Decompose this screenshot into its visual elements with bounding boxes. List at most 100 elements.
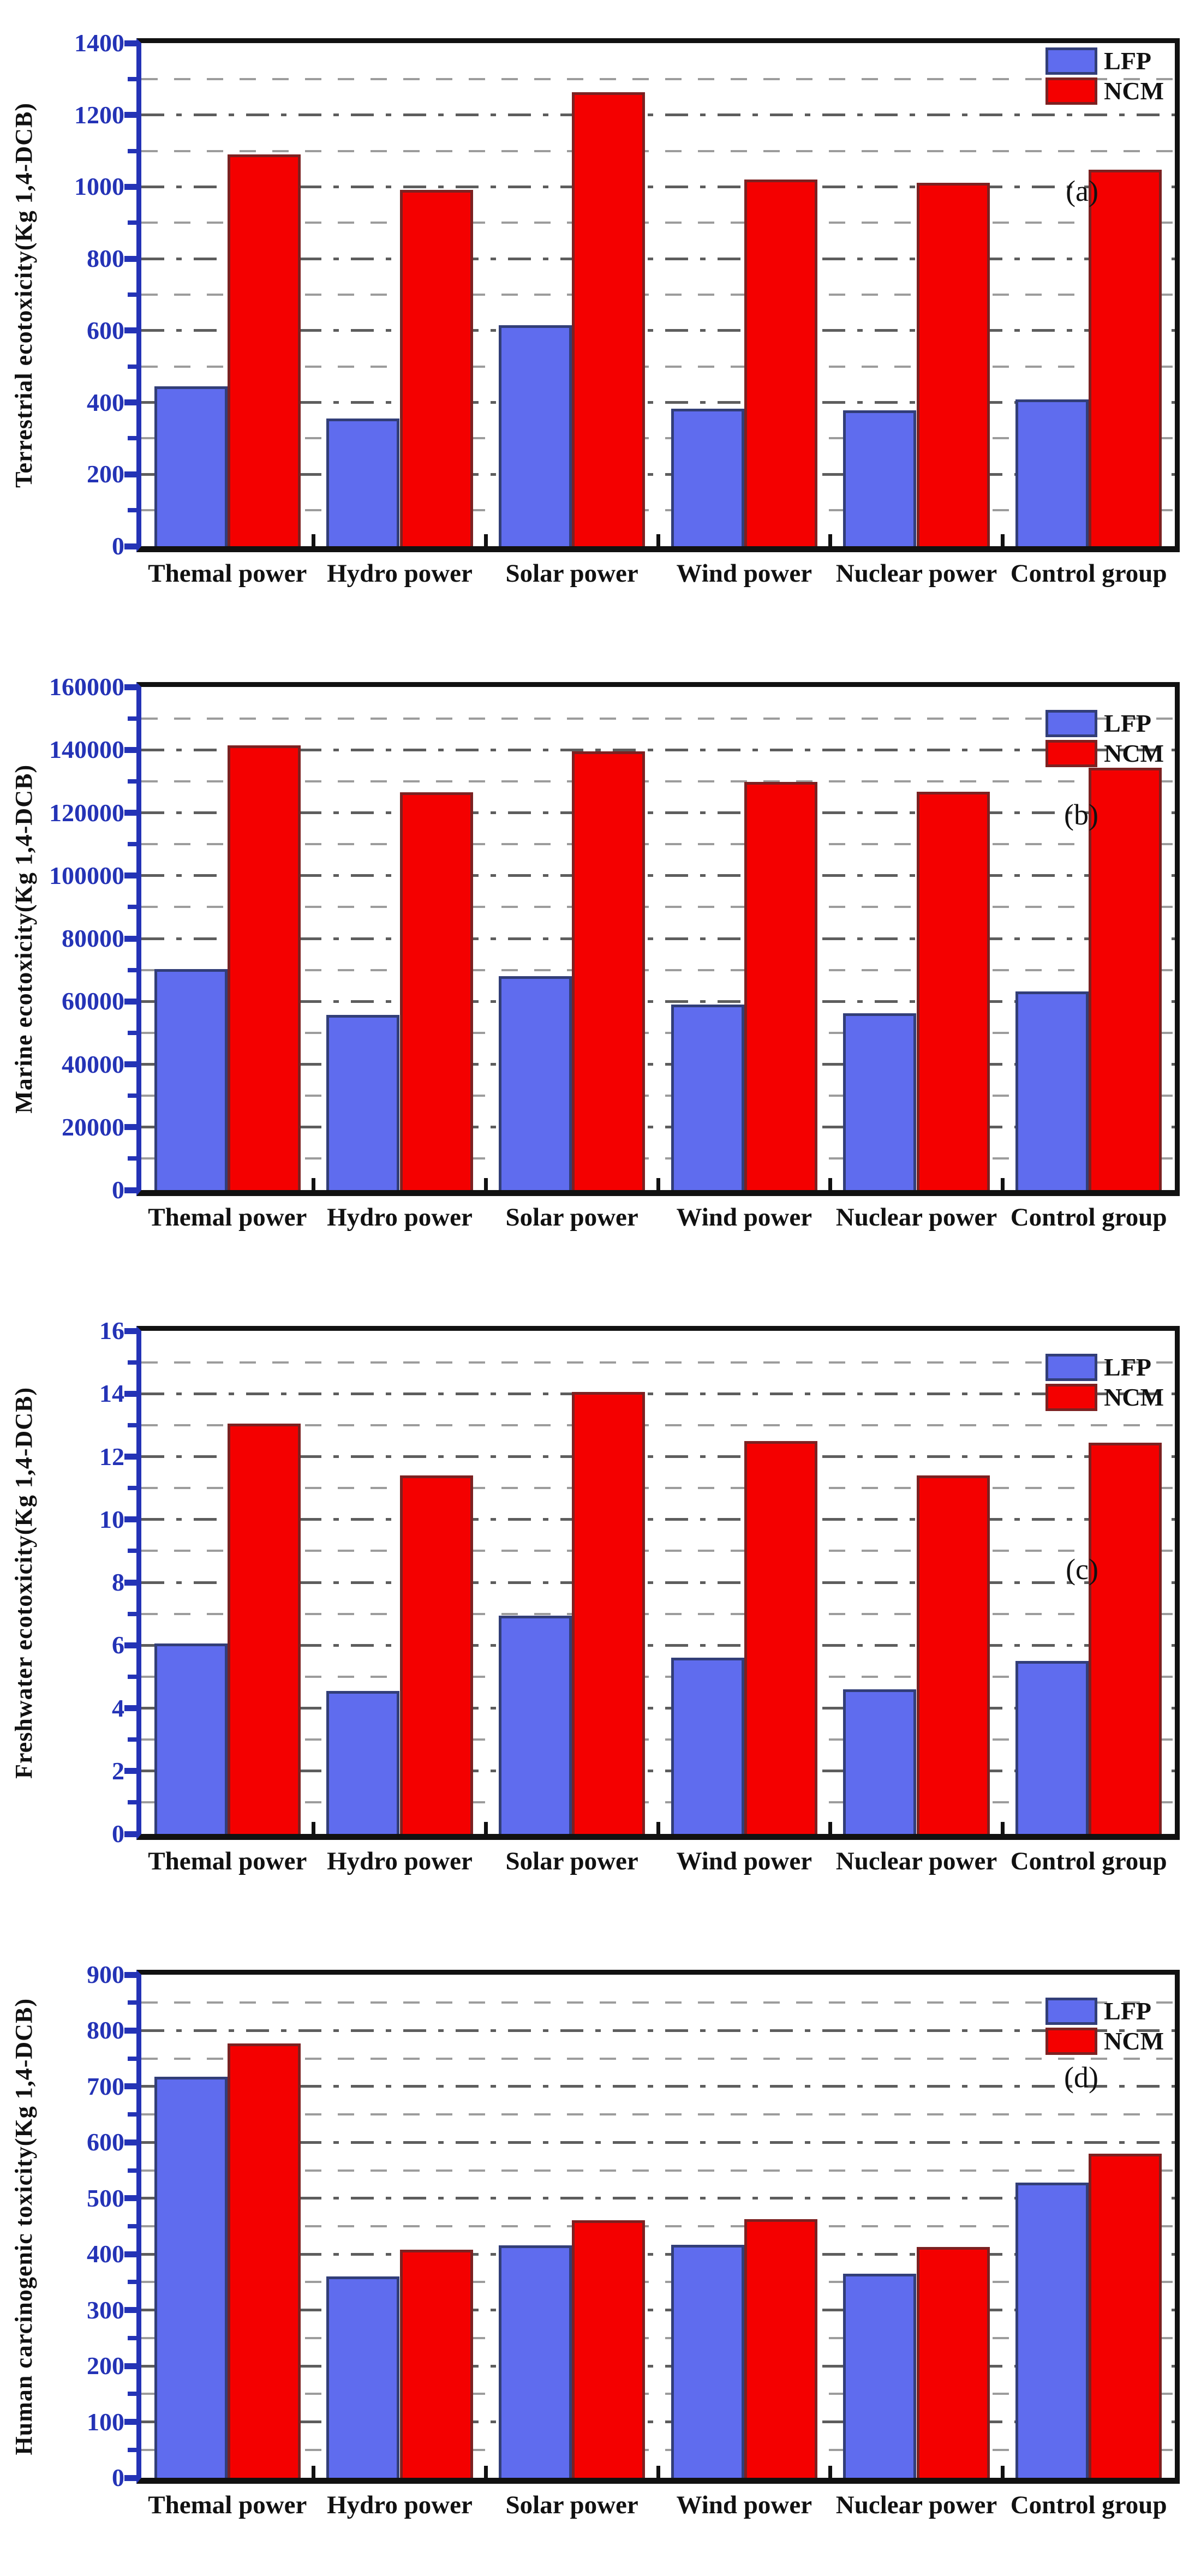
gridline-minor (141, 1550, 1175, 1552)
x-tick (828, 1178, 833, 1190)
y-tick (128, 292, 136, 297)
gridline-major (141, 2029, 1175, 2032)
y-tick (128, 2168, 136, 2173)
y-tick (128, 779, 136, 784)
y-tick (128, 1093, 136, 1098)
bar-ncm-nuclear-power (916, 2246, 990, 2478)
y-tick (124, 2251, 136, 2257)
gridline-major (141, 473, 1175, 476)
y-tick-label: 500 (87, 2184, 124, 2212)
bar-lfp-control-group (1015, 399, 1089, 546)
gridline-minor (141, 906, 1175, 909)
bar-lfp-wind-power (671, 408, 744, 546)
y-tick (128, 76, 136, 81)
y-tick-label: 1200 (74, 100, 124, 129)
plot-area: LFP NCM (d) (124, 1970, 1180, 2484)
y-tick (128, 716, 136, 721)
x-tick (656, 534, 660, 546)
legend-swatch-ncm (1045, 77, 1098, 105)
x-category-label: Control group (1010, 1847, 1167, 1875)
gridline-minor (141, 150, 1175, 152)
chart-panel-b: Marine ecotoxicity(Kg 1,4-DCB) LFP NCM (b) 0… (0, 644, 1195, 1288)
gridline-minor (141, 2001, 1175, 2004)
y-tick (124, 2083, 136, 2090)
y-tick (124, 998, 136, 1005)
y-tick (128, 436, 136, 441)
y-tick (124, 872, 136, 879)
y-tick (124, 112, 136, 118)
legend: LFP NCM (1045, 47, 1164, 107)
gridline-minor (141, 222, 1175, 224)
gridline-minor (141, 2281, 1175, 2284)
gridline-major (141, 1063, 1175, 1066)
gridline-minor (141, 509, 1175, 512)
legend-item-lfp: LFP (1045, 710, 1164, 737)
gridline-minor (141, 1487, 1175, 1490)
x-tick (483, 2466, 488, 2478)
y-tick (128, 2056, 136, 2061)
x-tick (1000, 2466, 1005, 2478)
bar-ncm-solar-power (572, 92, 646, 546)
gridline-minor (141, 77, 1175, 80)
x-tick (1000, 1178, 1005, 1190)
gridline-major (141, 2085, 1175, 2088)
legend-item-lfp: LFP (1045, 1354, 1164, 1381)
bar-ncm-solar-power (572, 1392, 646, 1834)
gridline-minor (141, 2057, 1175, 2060)
y-tick (124, 183, 136, 190)
legend: LFP NCM (1045, 1998, 1164, 2058)
x-tick (312, 1822, 316, 1834)
gridline-major (141, 257, 1175, 260)
x-tick (483, 534, 488, 546)
gridline-major (141, 401, 1175, 404)
legend-item-ncm: NCM (1045, 77, 1164, 105)
x-category-label: Hydro power (327, 1847, 473, 1875)
y-tick (124, 1516, 136, 1523)
x-category-label: Themal power (148, 2491, 307, 2519)
y-tick (124, 1705, 136, 1711)
legend-label: NCM (1104, 2027, 1164, 2055)
x-tick (1000, 1822, 1005, 1834)
y-tick-label: 160000 (49, 673, 124, 701)
bar-lfp-hydro-power (326, 2276, 400, 2478)
legend-swatch-lfp (1045, 47, 1098, 75)
gridline-major (141, 748, 1175, 751)
legend-swatch-ncm (1045, 1384, 1098, 1411)
legend-swatch-ncm (1045, 2028, 1098, 2055)
y-tick-label: 40000 (62, 1050, 124, 1078)
x-category-label: Solar power (505, 1847, 638, 1875)
y-tick-label: 8 (112, 1568, 124, 1596)
y-tick (128, 2224, 136, 2228)
x-tick (656, 2466, 660, 2478)
bar-lfp-themal-power (154, 386, 228, 546)
y-tick-label: 200 (87, 2352, 124, 2380)
y-tick (128, 2280, 136, 2285)
x-category-label: Themal power (148, 559, 307, 588)
gridline-major (141, 2141, 1175, 2144)
y-tick (128, 905, 136, 910)
y-tick (128, 2447, 136, 2452)
x-tick (656, 1822, 660, 1834)
legend: LFP NCM (1045, 710, 1164, 770)
gridline-minor (141, 969, 1175, 971)
y-tick (128, 1030, 136, 1035)
y-tick-label: 600 (87, 316, 124, 344)
y-tick (124, 2195, 136, 2202)
bar-lfp-solar-power (499, 976, 572, 1190)
x-tick (828, 534, 833, 546)
y-tick (124, 1579, 136, 1586)
y-tick (128, 364, 136, 369)
y-tick (124, 471, 136, 477)
bar-lfp-solar-power (499, 1615, 572, 1834)
y-tick-label: 200 (87, 460, 124, 488)
y-tick (124, 2027, 136, 2034)
x-tick (656, 1178, 660, 1190)
y-tick (124, 399, 136, 406)
legend-swatch-lfp (1045, 1354, 1098, 1381)
gridline-major (141, 2197, 1175, 2200)
y-tick (128, 1423, 136, 1427)
bar-ncm-control-group (1089, 2153, 1162, 2478)
legend-label: LFP (1104, 709, 1152, 737)
x-category-label: Nuclear power (835, 559, 997, 588)
